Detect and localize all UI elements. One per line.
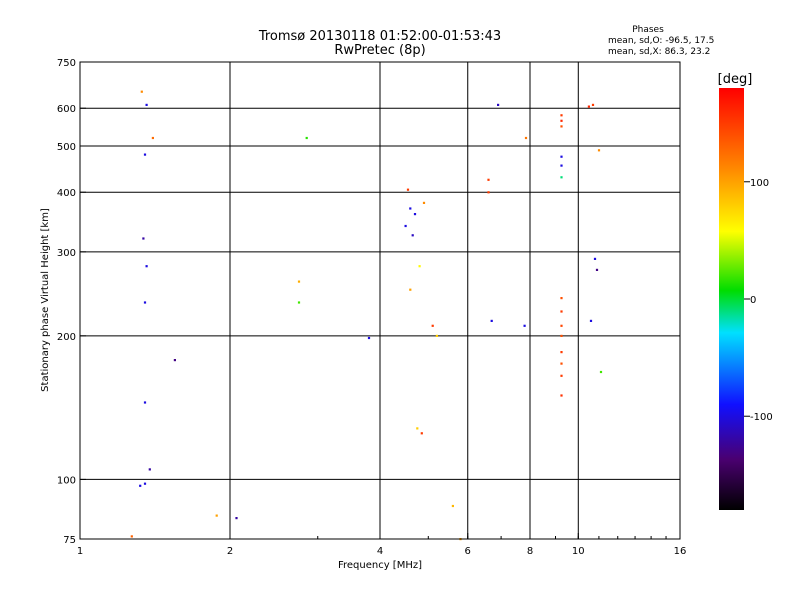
data-point (589, 319, 593, 322)
data-point (130, 535, 133, 538)
data-point (560, 176, 563, 179)
data-point (431, 324, 434, 327)
data-point (143, 301, 147, 304)
x-tick-label: 1 (77, 546, 83, 557)
data-point (524, 136, 528, 140)
x-axis-ticks: 1 2 4 6 8 10 16 (77, 533, 687, 557)
data-point (560, 297, 563, 300)
data-point (173, 359, 176, 362)
data-point (560, 334, 563, 337)
data-point (418, 265, 421, 268)
grid (80, 62, 680, 539)
data-point (560, 351, 563, 354)
data-point (142, 237, 145, 240)
data-point (490, 319, 493, 322)
x-tick-label: 16 (674, 546, 687, 557)
data-point (599, 370, 603, 374)
data-point (406, 188, 410, 191)
x-tick-label: 2 (227, 546, 233, 557)
data-points (130, 90, 603, 541)
data-point (139, 484, 142, 487)
data-point (497, 103, 500, 106)
data-point (560, 125, 563, 128)
x-axis-label: Frequency [MHz] (338, 560, 422, 571)
colorbar-tick-label: 0 (750, 295, 756, 306)
data-point (560, 362, 563, 365)
data-point (560, 374, 563, 377)
stats-x-mode: mean, sd,X: 86.3, 23.2 (608, 47, 710, 57)
colorbar-label: [deg] (718, 72, 753, 87)
data-point (560, 164, 563, 167)
data-point (145, 265, 148, 268)
data-point (411, 234, 414, 237)
data-point (297, 301, 301, 304)
data-point (560, 114, 563, 117)
y-tick-label: 200 (57, 332, 76, 343)
data-point (422, 201, 426, 204)
data-point (420, 432, 423, 435)
data-point (151, 136, 154, 140)
data-point (597, 149, 601, 152)
data-point (145, 103, 148, 106)
data-point (560, 310, 563, 313)
colorbar (719, 88, 744, 510)
data-point (367, 336, 371, 340)
data-point (305, 136, 308, 140)
data-point (143, 482, 147, 485)
data-point (487, 178, 490, 181)
chart-subtitle: RwPretec (8p) (334, 43, 425, 58)
data-point (591, 103, 595, 106)
y-tick-label: 300 (57, 248, 76, 259)
y-tick-label: 75 (63, 535, 76, 546)
data-point (595, 268, 599, 271)
stats-heading: Phases (632, 25, 664, 35)
colorbar-tick-label: 100 (750, 178, 769, 189)
data-point (523, 324, 526, 327)
data-point (416, 427, 419, 430)
data-point (140, 90, 143, 93)
x-tick-label: 6 (465, 546, 471, 557)
data-point (143, 401, 147, 404)
x-tick-label: 4 (377, 546, 383, 557)
x-tick-label: 8 (527, 546, 533, 557)
data-point (148, 468, 151, 471)
y-axis-ticks: 75 100 200 300 400 500 600 750 (57, 58, 86, 546)
data-point (560, 119, 563, 122)
x-tick-label: 10 (572, 546, 585, 557)
data-point (235, 517, 238, 520)
y-tick-label: 400 (57, 188, 76, 199)
y-tick-label: 100 (57, 475, 76, 486)
data-point (593, 257, 597, 260)
data-point (435, 334, 438, 337)
data-point (297, 280, 301, 283)
y-tick-label: 500 (57, 142, 76, 153)
colorbar-ticks: 100 0 -100 (744, 178, 773, 423)
chart-title: Tromsø 20130118 01:52:00-01:53:43 (258, 29, 501, 44)
y-tick-label: 600 (57, 104, 76, 115)
data-point (413, 213, 417, 216)
data-point (143, 153, 147, 156)
y-axis-label: Stationary phase Virtual Height [km] (40, 208, 51, 392)
stats-o-mode: mean, sd,O: -96.5, 17.5 (608, 36, 714, 46)
colorbar-tick-label: -100 (750, 412, 773, 423)
data-point (409, 207, 412, 210)
data-point (215, 514, 218, 517)
data-point (487, 191, 490, 194)
data-point (560, 324, 563, 327)
data-point (409, 288, 412, 291)
data-point (560, 394, 563, 397)
y-tick-label: 750 (57, 58, 76, 69)
data-point (560, 155, 563, 158)
data-point (587, 105, 590, 108)
data-point (404, 224, 407, 228)
data-point (451, 504, 454, 508)
